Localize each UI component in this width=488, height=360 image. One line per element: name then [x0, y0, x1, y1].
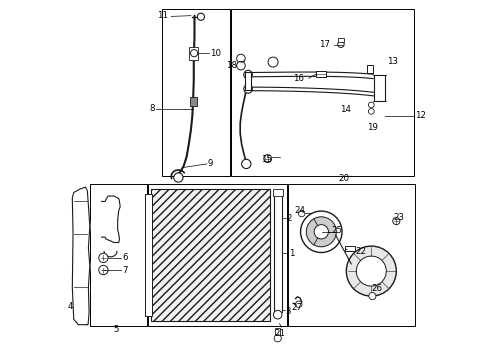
- Circle shape: [99, 253, 108, 262]
- Circle shape: [197, 13, 204, 20]
- Circle shape: [356, 256, 386, 286]
- Circle shape: [236, 54, 244, 63]
- Text: 1: 1: [288, 249, 294, 258]
- Circle shape: [267, 57, 278, 67]
- Circle shape: [190, 50, 197, 57]
- Circle shape: [298, 210, 304, 217]
- Text: 13: 13: [386, 57, 398, 66]
- Circle shape: [274, 335, 281, 342]
- Circle shape: [337, 41, 344, 48]
- Bar: [272, 189, 282, 196]
- Bar: [230, 9, 413, 176]
- Bar: [162, 9, 230, 176]
- Text: 7: 7: [122, 266, 127, 275]
- Text: 6: 6: [122, 253, 127, 262]
- Circle shape: [236, 62, 244, 70]
- Text: 15: 15: [261, 155, 272, 164]
- Text: 24: 24: [294, 206, 305, 215]
- Circle shape: [99, 265, 108, 275]
- Bar: [373, 75, 384, 102]
- Text: 25: 25: [330, 226, 341, 235]
- Bar: [244, 72, 250, 90]
- Text: 14: 14: [340, 105, 350, 114]
- Bar: [150, 189, 270, 321]
- Circle shape: [367, 102, 373, 108]
- Circle shape: [273, 310, 282, 319]
- Text: 17: 17: [318, 40, 329, 49]
- Text: 19: 19: [366, 123, 377, 132]
- Circle shape: [244, 70, 252, 79]
- Bar: [344, 246, 354, 251]
- Circle shape: [305, 217, 336, 247]
- Text: 23: 23: [393, 213, 404, 222]
- Text: 5: 5: [114, 325, 119, 334]
- Polygon shape: [102, 196, 120, 243]
- Bar: [275, 328, 280, 337]
- Bar: [148, 184, 286, 327]
- Text: 2: 2: [286, 214, 291, 223]
- Text: 20: 20: [337, 174, 348, 183]
- Circle shape: [313, 225, 328, 239]
- Circle shape: [173, 173, 183, 182]
- Text: 18: 18: [226, 61, 237, 70]
- Text: 12: 12: [414, 111, 425, 120]
- Text: 27: 27: [290, 303, 301, 312]
- Bar: [273, 194, 281, 312]
- Text: 8: 8: [149, 104, 155, 113]
- Text: 10: 10: [209, 49, 221, 58]
- Bar: [366, 65, 372, 73]
- Circle shape: [241, 159, 250, 168]
- Bar: [337, 38, 343, 42]
- Text: 26: 26: [370, 284, 382, 293]
- Text: 16: 16: [293, 74, 304, 83]
- Circle shape: [300, 211, 341, 252]
- Bar: [90, 184, 147, 327]
- Circle shape: [368, 293, 375, 300]
- Circle shape: [346, 246, 395, 296]
- Bar: [287, 184, 414, 327]
- Circle shape: [295, 301, 302, 307]
- Bar: [190, 97, 196, 106]
- Bar: [189, 47, 198, 60]
- Text: 9: 9: [207, 159, 213, 168]
- Text: 11: 11: [157, 11, 168, 20]
- Text: 4: 4: [67, 302, 73, 311]
- Text: 22: 22: [354, 247, 366, 256]
- Polygon shape: [72, 187, 90, 325]
- Text: 21: 21: [274, 329, 285, 338]
- Circle shape: [392, 217, 399, 225]
- Bar: [145, 194, 151, 316]
- Circle shape: [367, 109, 373, 114]
- Bar: [315, 71, 325, 77]
- Circle shape: [244, 85, 252, 93]
- Circle shape: [263, 155, 271, 162]
- Text: 3: 3: [285, 307, 290, 316]
